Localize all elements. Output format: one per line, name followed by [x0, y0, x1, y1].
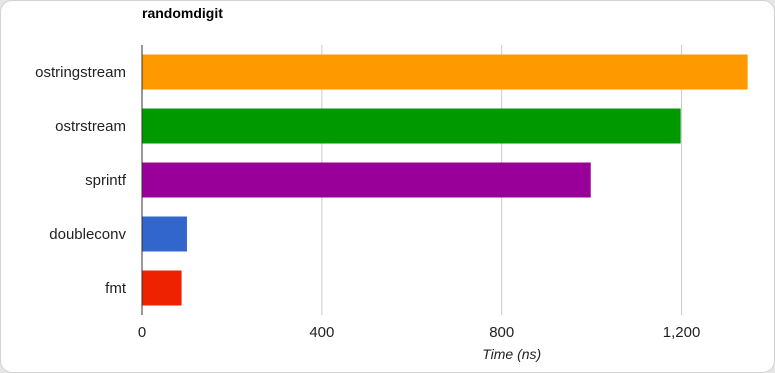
x-axis-title: Time (ns): [482, 346, 541, 362]
x-tick-labels: 0 400 800 1,200: [138, 324, 701, 341]
category-labels: ostringstream ostrstream sprintf doubleconv…: [35, 64, 127, 297]
x-tick-label: 800: [489, 324, 514, 341]
bars: [142, 54, 748, 306]
x-tick-label: 1,200: [663, 324, 701, 341]
category-label: fmt: [105, 280, 127, 297]
category-label: ostrstream: [55, 118, 126, 135]
x-tick-label: 0: [138, 324, 146, 341]
chart-title: randomdigit: [142, 5, 223, 21]
category-label: sprintf: [85, 172, 127, 189]
category-label: ostringstream: [35, 64, 126, 81]
bar-doubleconv: [142, 216, 187, 252]
bar-ostringstream: [142, 54, 748, 90]
bar-sprintf: [142, 162, 591, 198]
category-label: doubleconv: [49, 226, 126, 243]
bar-ostrstream: [142, 108, 681, 144]
x-tick-label: 400: [309, 324, 334, 341]
bar-fmt: [142, 270, 182, 306]
